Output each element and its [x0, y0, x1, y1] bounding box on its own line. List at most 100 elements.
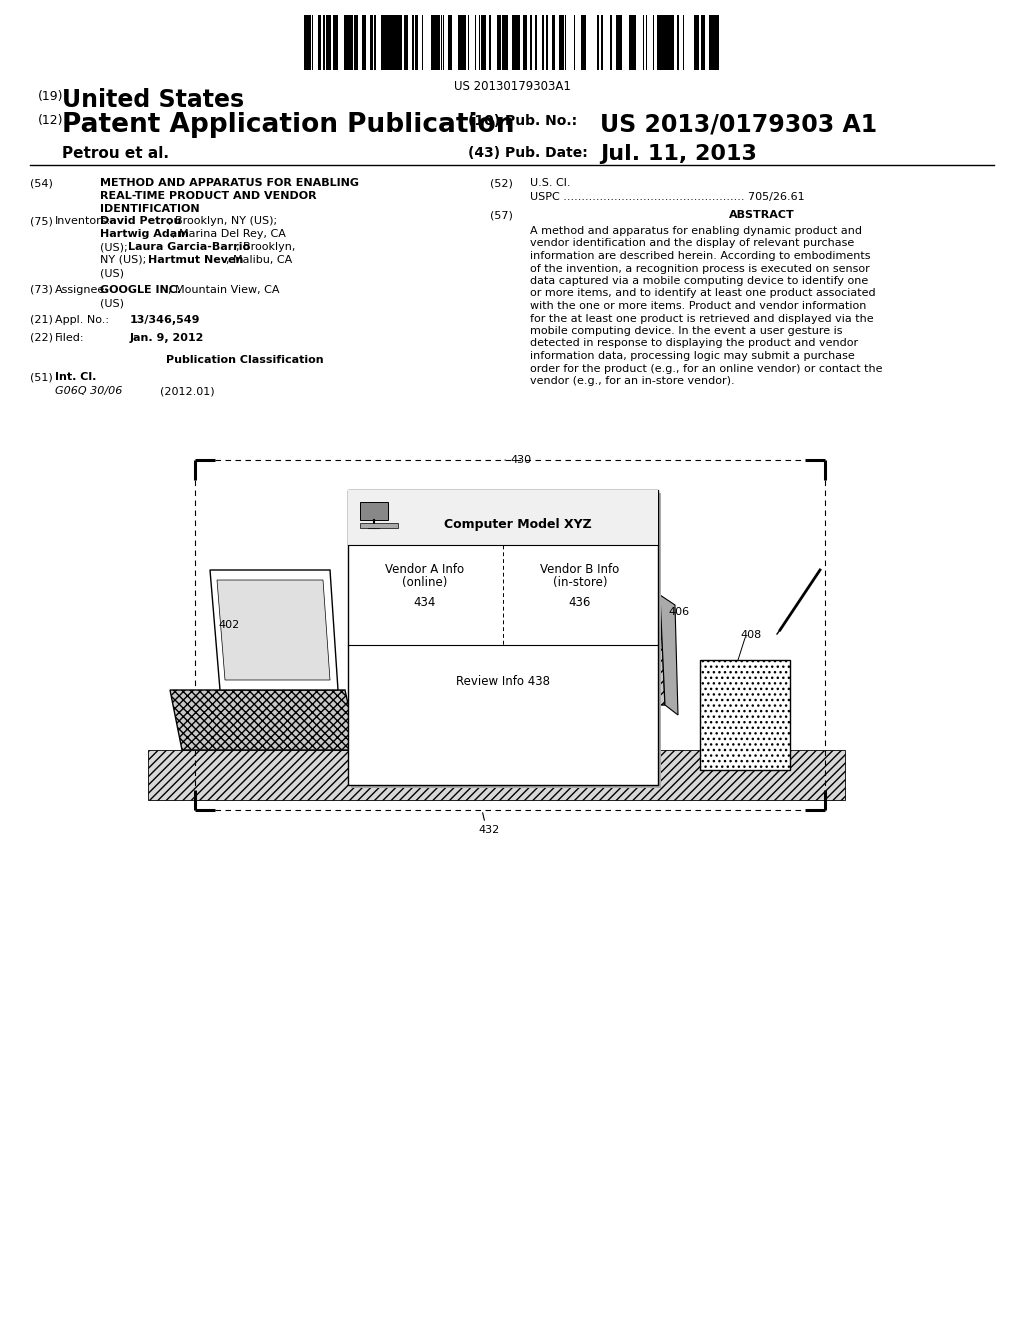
Text: (2012.01): (2012.01) [160, 385, 215, 396]
Text: (12): (12) [38, 114, 63, 127]
Text: US 2013/0179303 A1: US 2013/0179303 A1 [600, 112, 878, 136]
Bar [304, 15, 307, 70]
Text: ABSTRACT: ABSTRACT [729, 210, 795, 220]
Text: , Brooklyn, NY (US);: , Brooklyn, NY (US); [168, 216, 278, 226]
Text: order for the product (e.g., for an online vendor) or contact the: order for the product (e.g., for an onli… [530, 363, 883, 374]
Bar [394, 15, 396, 70]
Text: Hartwig Adam: Hartwig Adam [100, 228, 188, 239]
Bar [348, 490, 658, 545]
Bar [412, 15, 414, 70]
Text: (US): (US) [100, 298, 124, 308]
Polygon shape [170, 690, 358, 750]
Bar [701, 15, 705, 70]
Bar [523, 15, 527, 70]
Text: Assignee:: Assignee: [55, 285, 109, 294]
Polygon shape [217, 579, 330, 680]
Bar [461, 15, 464, 70]
Bar [559, 15, 563, 70]
Text: Vendor A Info: Vendor A Info [385, 564, 465, 576]
Bar [349, 15, 353, 70]
Bar [506, 15, 508, 70]
Bar [553, 15, 555, 70]
Bar [542, 15, 544, 70]
Bar [464, 15, 466, 70]
Bar [354, 15, 357, 70]
Text: Patent Application Publication: Patent Application Publication [62, 112, 514, 139]
Text: detected in response to displaying the product and vendor: detected in response to displaying the p… [530, 338, 858, 348]
Bar [348, 490, 658, 785]
Text: GOOGLE INC.: GOOGLE INC. [100, 285, 181, 294]
Text: (US): (US) [100, 268, 124, 279]
Text: or more items, and to identify at least one product associated: or more items, and to identify at least … [530, 289, 876, 298]
Text: Hartmut Neven: Hartmut Neven [148, 255, 244, 265]
Text: REAL-TIME PRODUCT AND VENDOR: REAL-TIME PRODUCT AND VENDOR [100, 191, 316, 201]
Text: METHOD AND APPARATUS FOR ENABLING: METHOD AND APPARATUS FOR ENABLING [100, 178, 359, 187]
Text: (19): (19) [38, 90, 63, 103]
Text: 436: 436 [568, 597, 591, 609]
Bar [389, 15, 393, 70]
Bar [434, 15, 436, 70]
Text: with the one or more items. Product and vendor information: with the one or more items. Product and … [530, 301, 866, 312]
Text: David Petrou: David Petrou [100, 216, 181, 226]
Text: 430: 430 [510, 455, 531, 465]
Bar [657, 15, 662, 70]
Text: Computer Model XYZ: Computer Model XYZ [444, 517, 592, 531]
Text: Petrou et al.: Petrou et al. [62, 147, 169, 161]
Polygon shape [660, 595, 678, 715]
Bar [327, 15, 330, 70]
Bar [385, 15, 387, 70]
Bar [436, 15, 440, 70]
Bar [618, 15, 621, 70]
Bar [502, 15, 504, 70]
Bar [344, 15, 346, 70]
Text: information data, processing logic may submit a purchase: information data, processing logic may s… [530, 351, 855, 360]
Bar [318, 15, 321, 70]
Text: Jul. 11, 2013: Jul. 11, 2013 [600, 144, 757, 164]
Bar [489, 15, 490, 70]
Bar [415, 15, 418, 70]
Text: US 20130179303A1: US 20130179303A1 [454, 81, 570, 92]
Bar [584, 15, 586, 70]
Polygon shape [148, 750, 845, 800]
Text: 402: 402 [218, 620, 240, 630]
Text: information are described herein. According to embodiments: information are described herein. Accord… [530, 251, 870, 261]
Bar [400, 15, 402, 70]
Text: NY (US);: NY (US); [100, 255, 150, 265]
Bar [709, 15, 711, 70]
Bar [459, 15, 461, 70]
Text: Publication Classification: Publication Classification [166, 355, 324, 366]
Text: for the at least one product is retrieved and displayed via the: for the at least one product is retrieve… [530, 314, 873, 323]
Text: Vendor B Info: Vendor B Info [541, 564, 620, 576]
Text: (43) Pub. Date:: (43) Pub. Date: [468, 147, 588, 160]
Bar [404, 15, 408, 70]
Bar [346, 15, 349, 70]
Bar [351, 492, 662, 788]
Bar [336, 15, 338, 70]
Text: (22): (22) [30, 333, 53, 343]
Bar [497, 15, 499, 70]
Text: 434: 434 [414, 597, 436, 609]
Bar [308, 15, 310, 70]
Bar [333, 15, 336, 70]
Bar [581, 15, 583, 70]
Text: (52): (52) [490, 178, 513, 187]
Bar [714, 15, 716, 70]
Bar [716, 15, 718, 70]
Bar [396, 15, 400, 70]
Text: Inventors:: Inventors: [55, 216, 112, 226]
Text: (73): (73) [30, 285, 53, 294]
Text: U.S. Cl.: U.S. Cl. [530, 178, 570, 187]
Bar [667, 15, 671, 70]
Text: (57): (57) [490, 210, 513, 220]
Polygon shape [210, 570, 338, 690]
Text: , Brooklyn,: , Brooklyn, [236, 242, 295, 252]
Bar [597, 15, 599, 70]
Bar [663, 15, 667, 70]
Text: (54): (54) [30, 178, 53, 187]
Text: A method and apparatus for enabling dynamic product and: A method and apparatus for enabling dyna… [530, 226, 862, 236]
Bar [671, 15, 673, 70]
Text: , Mountain View, CA: , Mountain View, CA [168, 285, 280, 294]
Text: (75): (75) [30, 216, 53, 226]
Polygon shape [560, 595, 665, 705]
Text: data captured via a mobile computing device to identify one: data captured via a mobile computing dev… [530, 276, 868, 286]
